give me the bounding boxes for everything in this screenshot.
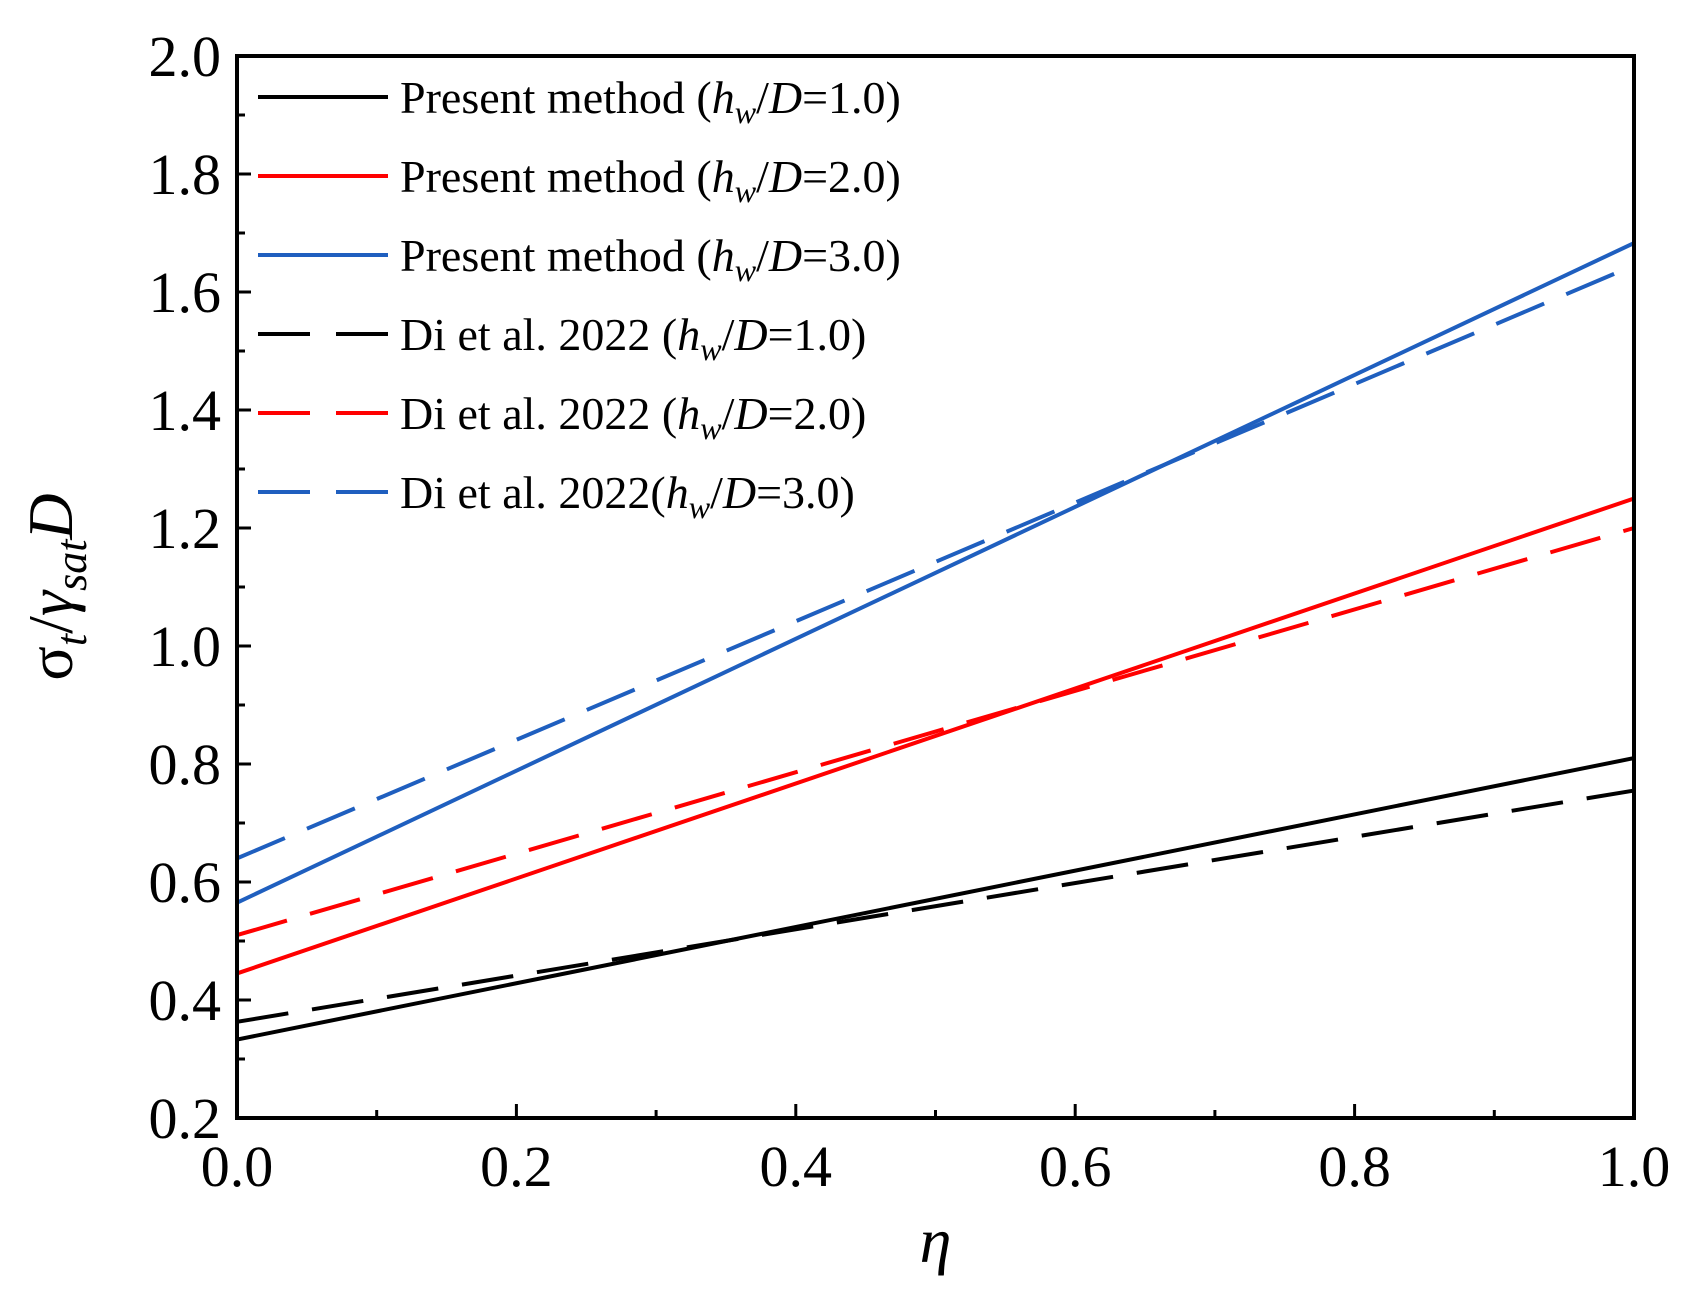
y-tick-label: 2.0 [149, 24, 222, 89]
y-label-sub-t: t [47, 632, 96, 646]
y-label-gamma: γ [15, 589, 86, 616]
series-line-5 [236, 526, 1635, 938]
legend-label-6: Di et al. 2022(hw/D=3.0) [400, 467, 855, 525]
y-tick-label: 0.8 [149, 732, 222, 797]
y-axis-label: σt/γsatD [15, 493, 96, 680]
y-label-sigma: σ [15, 646, 86, 681]
x-tick-label: 0.6 [1039, 1134, 1112, 1199]
y-tick-label: 1.2 [149, 496, 222, 561]
y-label-sub-sat: sat [47, 538, 96, 591]
series-line-3 [236, 241, 1635, 905]
series-line-1 [236, 756, 1635, 1042]
x-tick-label: 0.8 [1318, 1134, 1391, 1199]
y-tick-label: 0.6 [149, 850, 222, 915]
series-line-2 [236, 496, 1635, 976]
legend-label-1: Present method (hw/D=1.0) [400, 72, 901, 130]
ticks-layer: 0.0 0.2 0.4 0.6 0.8 1.00.20.40.60.81.01.21.41… [149, 24, 1671, 1199]
y-tick-label: 1.0 [149, 614, 222, 679]
x-tick-label: 0.2 [480, 1134, 553, 1199]
legend-label-3: Present method (hw/D=3.0) [400, 230, 901, 288]
legend-label-5: Di et al. 2022 (hw/D=2.0) [400, 388, 866, 446]
y-label-d: D [15, 493, 86, 540]
series-layer [236, 241, 1635, 1042]
series-line-4 [236, 788, 1635, 1024]
y-tick-label: 0.4 [149, 968, 222, 1033]
x-axis-label: η [920, 1205, 952, 1276]
series-line-6 [236, 263, 1635, 861]
legend-label-2: Present method (hw/D=2.0) [400, 151, 901, 209]
y-tick-label: 1.4 [149, 378, 222, 443]
legend: Present method (hw/D=1.0) Present method … [258, 72, 901, 525]
legend-label-4: Di et al. 2022 (hw/D=1.0) [400, 309, 866, 367]
y-tick-label: 0.2 [149, 1086, 222, 1151]
x-tick-label: 0.4 [760, 1134, 833, 1199]
x-tick-label: 1.0 [1598, 1134, 1671, 1199]
x-tick-label: 0.0 [201, 1134, 274, 1199]
y-tick-label: 1.8 [149, 142, 222, 207]
y-label-slash: / [15, 616, 86, 634]
y-tick-label: 1.6 [149, 260, 222, 325]
